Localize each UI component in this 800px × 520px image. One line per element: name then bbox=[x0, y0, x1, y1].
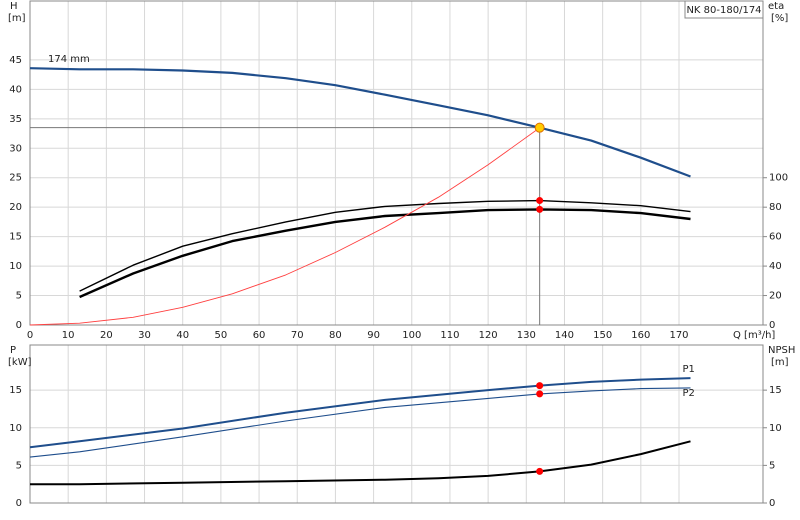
series-label: P2 bbox=[682, 388, 694, 399]
y2-tick-label: 40 bbox=[769, 261, 782, 272]
x-tick-label: 140 bbox=[555, 330, 574, 341]
y2-axis-title: NPSH bbox=[768, 345, 795, 356]
y2-tick-label: 20 bbox=[769, 291, 782, 302]
x-tick-label: 40 bbox=[176, 330, 189, 341]
x-tick-label: 30 bbox=[138, 330, 151, 341]
y-tick-label: 10 bbox=[9, 261, 22, 272]
marker bbox=[536, 205, 544, 213]
x-tick-label: 60 bbox=[253, 330, 266, 341]
curve bbox=[29, 377, 691, 449]
plot-frame bbox=[29, 0, 764, 326]
y-tick-label: 45 bbox=[9, 55, 22, 66]
y-tick-label: 25 bbox=[9, 173, 22, 184]
y-tick-label: 10 bbox=[9, 423, 22, 434]
y2-tick-label: 15 bbox=[769, 385, 782, 396]
curve bbox=[79, 199, 691, 292]
x-tick-label: 120 bbox=[479, 330, 498, 341]
x-tick-label: 10 bbox=[62, 330, 75, 341]
x-tick-label: 170 bbox=[669, 330, 688, 341]
y2-tick-label: 0 bbox=[769, 498, 775, 509]
y-tick-label: 5 bbox=[16, 291, 22, 302]
x-tick-label: 80 bbox=[329, 330, 342, 341]
x-tick-label: 160 bbox=[631, 330, 650, 341]
y-tick-label: 15 bbox=[9, 385, 22, 396]
y-tick-label: 30 bbox=[9, 143, 22, 154]
x-axis-title: Q [m³/h] bbox=[733, 330, 775, 341]
marker bbox=[536, 467, 544, 475]
chart-title: NK 80-180/174 bbox=[686, 5, 761, 16]
x-tick-label: 50 bbox=[215, 330, 228, 341]
x-tick-label: 110 bbox=[440, 330, 459, 341]
y2-tick-label: 80 bbox=[769, 202, 782, 213]
curve bbox=[29, 127, 540, 326]
y-tick-label: 20 bbox=[9, 202, 22, 213]
x-tick-label: 130 bbox=[517, 330, 536, 341]
y-axis-unit: [m] bbox=[8, 13, 26, 24]
title-box bbox=[684, 0, 764, 19]
duty-point bbox=[534, 122, 545, 133]
y-tick-label: 35 bbox=[9, 114, 22, 125]
y2-tick-label: 100 bbox=[769, 173, 788, 184]
marker bbox=[536, 390, 544, 398]
y2-tick-label: 5 bbox=[769, 460, 775, 471]
curve bbox=[29, 67, 691, 178]
y-tick-label: 0 bbox=[16, 498, 22, 509]
plot-frame bbox=[29, 344, 764, 504]
x-tick-label: 150 bbox=[593, 330, 612, 341]
x-tick-label: 0 bbox=[27, 330, 33, 341]
series-label: P1 bbox=[682, 364, 694, 375]
y-axis-unit: [kW] bbox=[8, 357, 32, 368]
marker bbox=[536, 197, 544, 205]
y-tick-label: 15 bbox=[9, 232, 22, 243]
y2-axis-unit: [%] bbox=[771, 13, 788, 24]
curve bbox=[79, 208, 691, 299]
y-tick-label: 0 bbox=[16, 320, 22, 331]
x-tick-label: 20 bbox=[100, 330, 113, 341]
y2-tick-label: 0 bbox=[769, 320, 775, 331]
y2-tick-label: 10 bbox=[769, 423, 782, 434]
series-label: 174 mm bbox=[48, 54, 90, 65]
y-axis-title: H bbox=[10, 1, 18, 12]
x-tick-label: 90 bbox=[367, 330, 380, 341]
marker bbox=[536, 382, 544, 390]
x-tick-label: 70 bbox=[291, 330, 304, 341]
curve bbox=[30, 440, 691, 486]
y-tick-label: 40 bbox=[9, 84, 22, 95]
curve bbox=[29, 387, 691, 458]
y2-axis-unit: [m] bbox=[771, 357, 789, 368]
y-axis-title: P bbox=[10, 345, 16, 356]
y2-tick-label: 60 bbox=[769, 232, 782, 243]
y-tick-label: 5 bbox=[16, 460, 22, 471]
x-tick-label: 100 bbox=[402, 330, 421, 341]
y2-axis-title: eta bbox=[768, 1, 784, 12]
